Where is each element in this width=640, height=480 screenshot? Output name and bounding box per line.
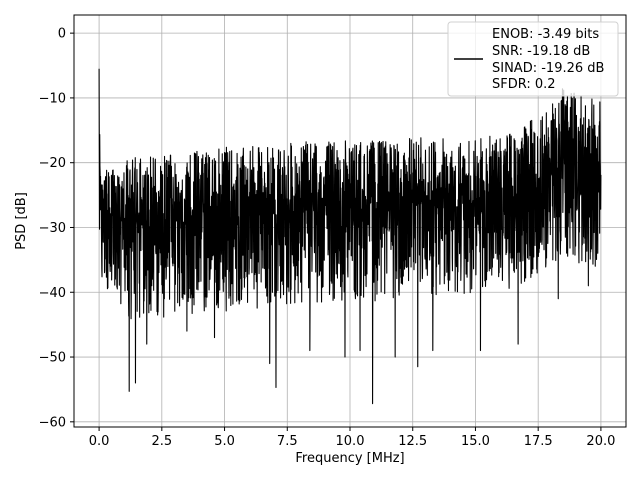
- legend: ENOB: -3.49 bits SNR: -19.18 dB SINAD: -…: [447, 21, 619, 97]
- x-tick-label: 10.0: [336, 434, 365, 449]
- y-tick-label: −50: [39, 351, 66, 366]
- legend-entry-snr: SNR: -19.18 dB: [492, 44, 590, 59]
- legend-entry-sinad: SINAD: -19.26 dB: [492, 61, 604, 76]
- x-tick-label: 7.5: [277, 434, 298, 449]
- x-axis-ticks: 0.0 2.5 5.0 7.5 10.0 12.5 15.0 17.5 20.0: [89, 427, 615, 449]
- x-tick-label: 17.5: [524, 434, 553, 449]
- y-axis-ticks: 0 −10 −20 −30 −40 −50 −60: [39, 27, 74, 430]
- y-tick-label: −60: [39, 415, 66, 430]
- psd-series: [98, 68, 602, 405]
- legend-box: [447, 21, 619, 97]
- x-tick-label: 2.5: [151, 434, 172, 449]
- legend-entry-sfdr: SFDR: 0.2: [492, 77, 556, 92]
- y-tick-label: −30: [39, 221, 66, 236]
- x-tick-label: 15.0: [461, 434, 490, 449]
- x-tick-label: 12.5: [398, 434, 427, 449]
- y-tick-label: 0: [58, 27, 66, 42]
- x-tick-label: 20.0: [586, 434, 615, 449]
- y-tick-label: −40: [39, 286, 66, 301]
- x-tick-label: 5.0: [214, 434, 235, 449]
- y-tick-label: −20: [39, 156, 66, 171]
- x-axis-label: Frequency [MHz]: [295, 451, 404, 466]
- y-axis-label: PSD [dB]: [14, 192, 29, 250]
- x-tick-label: 0.0: [89, 434, 110, 449]
- legend-entry-enob: ENOB: -3.49 bits: [492, 27, 599, 42]
- y-tick-label: −10: [39, 91, 66, 106]
- psd-line: [98, 68, 602, 405]
